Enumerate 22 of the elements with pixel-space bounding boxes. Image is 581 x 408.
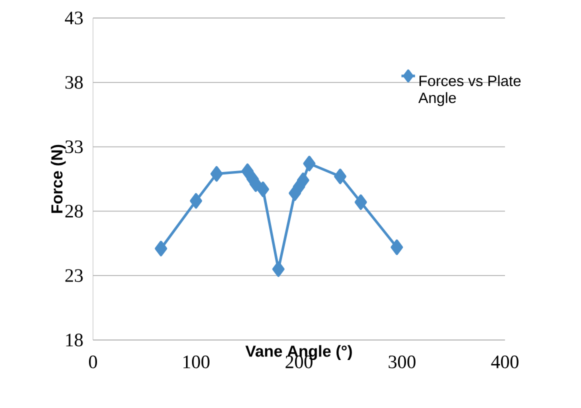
x-tick-label: 0 [88,356,98,368]
x-tick-label: 400 [491,356,518,368]
point [296,172,310,188]
point [390,239,404,256]
point [354,194,367,210]
y-axis-title: Force (N) [50,144,66,213]
point [303,156,316,172]
x-tick-label: 300 [388,356,416,368]
legend-label: Forces vs Plate Angle [418,75,521,106]
y-tick-label: 33 [65,140,83,154]
point [154,240,168,256]
y-tick-label: 38 [65,76,83,89]
y-tick-label: 28 [65,204,83,218]
y-tick-label: 23 [65,269,83,282]
point [190,193,202,209]
point [210,166,223,182]
point [272,261,285,277]
point [256,182,270,198]
x-tick-label: 100 [183,356,210,368]
y-tick-label: 43 [64,12,83,24]
point [334,168,346,184]
y-tick-label: 18 [66,334,83,346]
